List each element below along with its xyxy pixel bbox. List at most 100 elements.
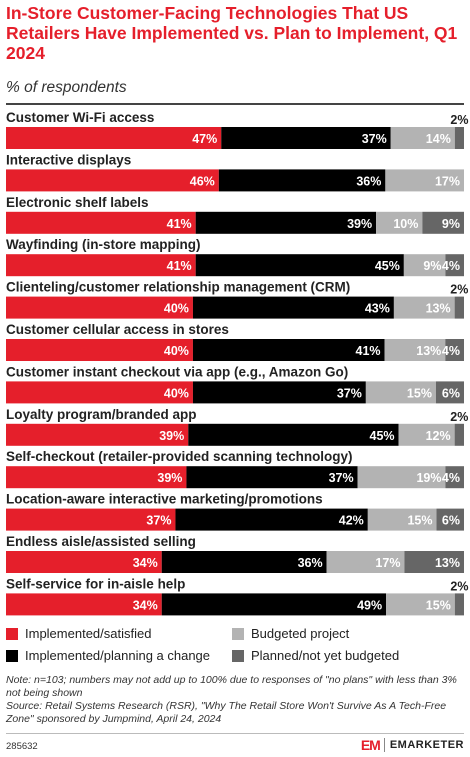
data-label-implemented-satisfied: 41% xyxy=(167,259,192,273)
data-label-budgeted-project: 19% xyxy=(416,471,441,485)
legend-swatch-implemented-planning-change xyxy=(6,649,18,662)
legend-label-budgeted-project: Budgeted project xyxy=(251,626,350,641)
chart-title: In-Store Customer-Facing Technologies Th… xyxy=(6,3,458,63)
legend-label-planned-not-budgeted: Planned/not yet budgeted xyxy=(251,648,400,663)
bar-segment-implemented-satisfied xyxy=(6,423,189,446)
data-label-implemented-planning-a-change: 37% xyxy=(337,386,362,400)
bar-segment-budgeted-project xyxy=(376,211,423,234)
bar-segment-budgeted-project xyxy=(384,339,446,361)
bar-segment-budgeted-project xyxy=(357,466,446,489)
data-label-implemented-planning-a-change: 36% xyxy=(356,174,381,188)
category-label: Self-checkout (retailer-provided scannin… xyxy=(6,449,353,464)
data-label-planned-not-yet-budgeted: 4% xyxy=(442,344,460,358)
data-label-implemented-planning-a-change: 43% xyxy=(365,302,390,316)
category-label: Electronic shelf labels xyxy=(6,195,149,210)
source-text: Source: Retail Systems Research (RSR), "… xyxy=(6,700,447,725)
bar-segment-planned-not-yet-budgeted xyxy=(454,127,464,149)
chart-row-endless-aisle-assisted-selling: Endless aisle/assisted selling 34% 36% 17% 1… xyxy=(6,534,464,573)
data-label-implemented-satisfied: 40% xyxy=(164,344,189,358)
bar-segment-implemented-satisfied xyxy=(6,381,193,404)
data-label-budgeted-project: 15% xyxy=(407,514,432,528)
footnote: Note: n=103; numbers may not add up to 1… xyxy=(6,674,466,726)
data-label-implemented-planning-a-change: 37% xyxy=(362,132,387,146)
bar-segment-planned-not-yet-budgeted xyxy=(436,508,464,531)
bar-segment-budgeted-project xyxy=(326,551,405,573)
bar-segment-planned-not-yet-budgeted xyxy=(445,339,464,361)
bar-segment-implemented-planning-a-change xyxy=(188,423,399,446)
data-label-implemented-planning-a-change: 42% xyxy=(339,514,364,528)
bar-segment-implemented-planning-a-change xyxy=(218,169,386,192)
bar-segment-implemented-satisfied xyxy=(6,466,187,489)
data-label-budgeted-project: 15% xyxy=(426,598,451,612)
legend-item-implemented-planning-change: Implemented/planning a change xyxy=(6,648,210,663)
data-label-budgeted-project: 9% xyxy=(423,259,441,273)
data-label-planned-not-yet-budgeted: 6% xyxy=(442,514,460,528)
data-label-budgeted-project: 14% xyxy=(426,132,451,146)
data-label-implemented-satisfied: 40% xyxy=(164,386,189,400)
bar-segment-budgeted-project xyxy=(365,381,436,404)
data-label-budgeted-project: 17% xyxy=(375,556,400,570)
bar-segment-implemented-planning-a-change xyxy=(192,296,394,319)
data-label-implemented-satisfied: 46% xyxy=(190,174,215,188)
data-label-planned-not-yet-budgeted: 2% xyxy=(450,579,468,593)
chart-row-wayfinding-in-store-mapping: Wayfinding (in-store mapping) 41% 45% 9% 4% xyxy=(6,237,464,277)
data-label-implemented-satisfied: 39% xyxy=(157,471,182,485)
legend-item-planned-not-budgeted: Planned/not yet budgeted xyxy=(232,648,399,663)
bar-segment-planned-not-yet-budgeted xyxy=(435,381,464,404)
bar-segment-implemented-planning-a-change xyxy=(161,593,387,616)
data-label-budgeted-project: 13% xyxy=(426,302,451,316)
category-label: Self-service for in-aisle help xyxy=(6,576,185,591)
data-label-implemented-satisfied: 34% xyxy=(133,556,158,570)
logo-mark: EM xyxy=(360,737,381,753)
bar-segment-planned-not-yet-budgeted xyxy=(454,423,464,446)
data-label-planned-not-yet-budgeted: 13% xyxy=(435,556,460,570)
data-label-implemented-satisfied: 41% xyxy=(167,217,192,231)
category-label: Clienteling/customer relationship manage… xyxy=(6,280,350,295)
category-label: Location-aware interactive marketing/pro… xyxy=(6,492,323,507)
bar-segment-planned-not-yet-budgeted xyxy=(445,254,464,277)
bar-segment-budgeted-project xyxy=(386,593,455,616)
data-label-implemented-planning-a-change: 39% xyxy=(347,217,372,231)
category-label: Endless aisle/assisted selling xyxy=(6,534,196,549)
bar-segment-implemented-satisfied xyxy=(6,593,162,616)
logo-separator xyxy=(383,738,385,752)
category-label: Customer instant checkout via app (e.g.,… xyxy=(6,364,348,379)
bar-segment-implemented-planning-a-change xyxy=(192,381,366,404)
bar-segment-implemented-planning-a-change xyxy=(192,339,385,361)
bar-segment-planned-not-yet-budgeted xyxy=(454,593,464,616)
data-label-implemented-satisfied: 40% xyxy=(164,302,189,316)
data-label-implemented-planning-a-change: 49% xyxy=(357,598,382,612)
data-label-budgeted-project: 15% xyxy=(407,386,432,400)
data-label-implemented-planning-a-change: 41% xyxy=(356,344,381,358)
data-label-planned-not-yet-budgeted: 2% xyxy=(450,410,468,424)
bar-segment-implemented-satisfied xyxy=(6,211,196,234)
data-label-planned-not-yet-budgeted: 2% xyxy=(450,283,468,297)
data-label-implemented-planning-a-change: 45% xyxy=(370,429,395,443)
data-label-implemented-planning-a-change: 37% xyxy=(329,471,354,485)
data-label-planned-not-yet-budgeted: 4% xyxy=(442,259,460,273)
data-label-implemented-satisfied: 47% xyxy=(192,132,217,146)
chart-row-customer-cellular-access-in-stores: Customer cellular access in stores 40% 41%… xyxy=(6,322,464,361)
category-label: Wayfinding (in-store mapping) xyxy=(6,237,200,252)
data-label-planned-not-yet-budgeted: 9% xyxy=(442,217,460,231)
chart-row-self-checkout-retailer-provided-scanning-technology: Self-checkout (retailer-provided scannin… xyxy=(6,449,464,489)
bar-segment-implemented-planning-a-change xyxy=(195,254,404,277)
category-label: Interactive displays xyxy=(6,152,131,167)
bar-segment-budgeted-project xyxy=(403,254,446,277)
chart-row-customer-wi-fi-access: Customer Wi-Fi access 47% 37% 14% 2% xyxy=(6,110,468,149)
data-label-budgeted-project: 12% xyxy=(426,429,451,443)
data-label-implemented-satisfied: 34% xyxy=(133,598,158,612)
chart-row-location-aware-interactive-marketing-promotions: Location-aware interactive marketing/pro… xyxy=(6,492,464,531)
bar-segment-implemented-planning-a-change xyxy=(186,466,358,489)
data-label-planned-not-yet-budgeted: 4% xyxy=(442,471,460,485)
bar-segment-implemented-satisfied xyxy=(6,296,193,319)
chart-row-customer-instant-checkout-via-app-e-g-amazon-go: Customer instant checkout via app (e.g.,… xyxy=(6,364,464,404)
bar-segment-budgeted-project xyxy=(390,127,455,149)
chart-id: 285632 xyxy=(6,741,38,752)
data-label-implemented-planning-a-change: 45% xyxy=(375,259,400,273)
data-label-budgeted-project: 17% xyxy=(435,174,460,188)
data-label-budgeted-project: 13% xyxy=(416,344,441,358)
legend-label-implemented-satisfied: Implemented/satisfied xyxy=(25,626,152,641)
chart-row-self-service-for-in-aisle-help: Self-service for in-aisle help 34% 49% 15% 2… xyxy=(6,576,468,616)
